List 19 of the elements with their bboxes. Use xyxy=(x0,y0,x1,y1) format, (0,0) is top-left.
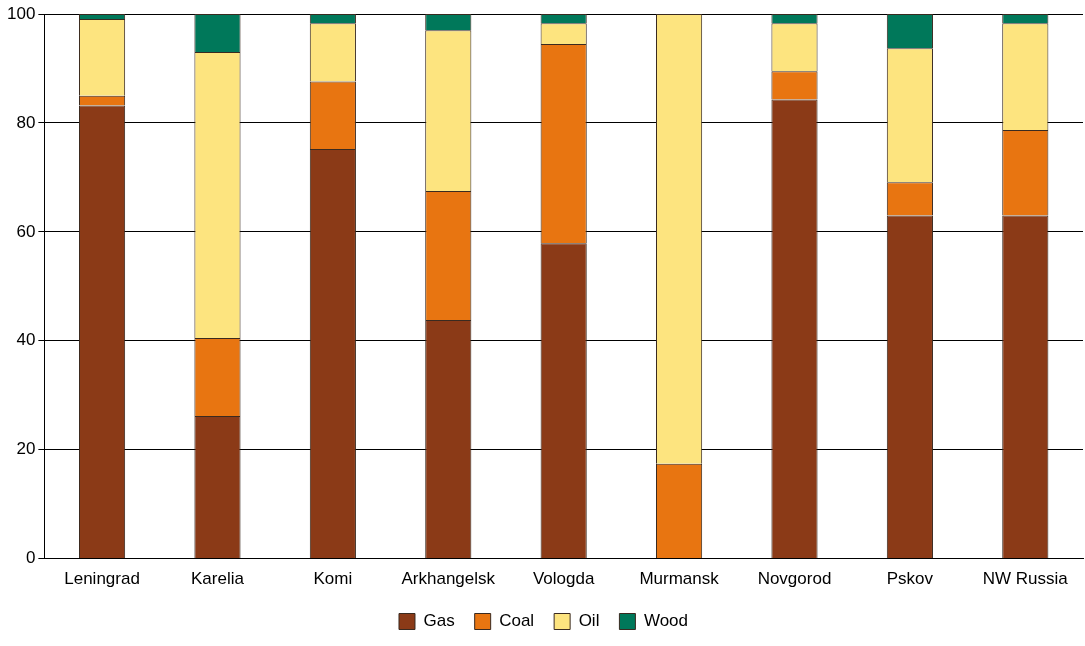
x-tick-label: Komi xyxy=(313,569,353,589)
y-tick-label: 100 xyxy=(6,3,36,23)
y-tick-label: 80 xyxy=(16,112,36,132)
legend-label: Gas xyxy=(423,611,455,631)
x-tick-label: Novgorod xyxy=(757,569,832,589)
y-tick-label: 20 xyxy=(16,439,36,459)
x-tick-label: Pskov xyxy=(886,569,934,589)
y-tick-label: 0 xyxy=(25,548,36,568)
legend-label: Oil xyxy=(578,611,600,631)
x-tick-label: Arkhangelsk xyxy=(401,569,496,589)
legend-label: Coal xyxy=(499,611,535,631)
x-tick-label: Leningrad xyxy=(64,569,140,589)
y-tick-label: 60 xyxy=(16,221,36,241)
y-tick-label: 40 xyxy=(16,330,36,350)
x-tick-label: Karelia xyxy=(191,569,245,589)
x-tick-label: NW Russia xyxy=(982,569,1069,589)
legend-label: Wood xyxy=(643,611,689,631)
x-tick-label: Vologda xyxy=(532,569,595,589)
x-tick-label: Murmansk xyxy=(639,569,720,589)
